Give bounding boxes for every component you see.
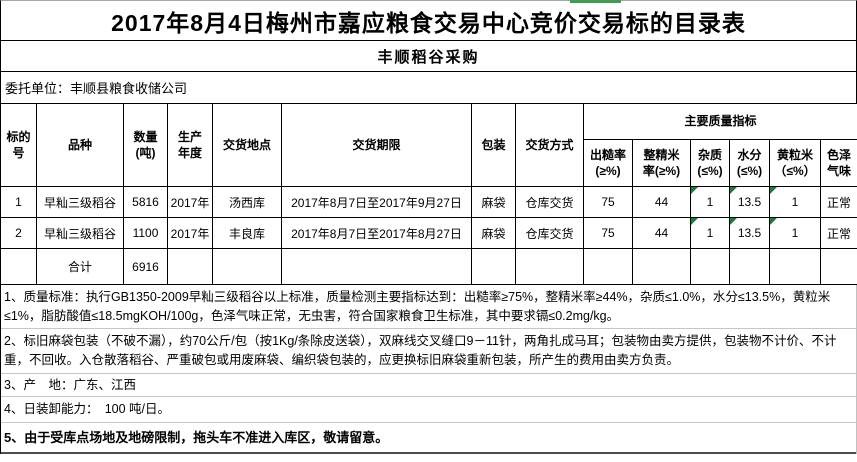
col-header-quantity: 数量 (吨) <box>123 103 168 187</box>
col-header-moisture: 水分 (≤%) <box>729 139 770 187</box>
cell-color-odor: 正常 <box>819 186 857 218</box>
cell-period: 2017年8月7日至2017年9月27日 <box>281 186 472 218</box>
cell-empty <box>212 248 282 285</box>
cell-value: 1 <box>791 226 799 240</box>
total-quantity: 6916 <box>123 248 168 285</box>
cell-bid-no: 1 <box>0 186 37 218</box>
cell-yellow-grain: 1 <box>769 217 821 249</box>
col-header-color-odor: 色泽 气味 <box>819 139 857 187</box>
cell-flag-triangle-icon <box>770 187 777 194</box>
col-header-variety: 品种 <box>36 103 124 187</box>
cell-empty <box>167 248 213 285</box>
cell-head-rice-rate: 44 <box>632 217 691 249</box>
cell-method: 仓库交货 <box>515 186 584 218</box>
cell-value: 1 <box>706 226 714 240</box>
page-subtitle: 丰顺稻谷采购 <box>1 41 856 72</box>
cell-head-rice-rate: 44 <box>632 186 691 218</box>
cell-empty <box>281 248 472 285</box>
note-origin: 3、产 地：广东、江西 <box>1 374 856 397</box>
table-row: 2 早籼三级稻谷 1100 2017年 丰良库 2017年8月7日至2017年8… <box>0 217 857 249</box>
cell-empty <box>583 248 633 285</box>
col-header-quality-group: 主要质量指标 <box>582 103 857 140</box>
col-header-packaging: 包装 <box>471 103 516 187</box>
cell-flag-triangle-icon <box>730 218 737 225</box>
notes-section: 1、质量标准：执行GB1350-2009早籼三级稻谷以上标准，质量检测主要指标达… <box>0 285 857 454</box>
cell-impurity: 1 <box>690 186 730 218</box>
cell-quantity: 5816 <box>123 186 168 218</box>
note-loading-capacity: 4、日装卸能力： 100 吨/日。 <box>1 397 856 423</box>
cell-impurity: 1 <box>690 217 730 249</box>
note-packaging: 2、标旧麻袋包装（不破不漏），约70公斤/包（按1Kg/条除皮送袋），双麻线交叉… <box>1 329 856 374</box>
col-header-method: 交货方式 <box>515 103 584 187</box>
col-header-yellow-grain: 黄粒米 （≤%） <box>769 139 821 187</box>
col-header-brown-rice-rate: 出糙率 (≥%) <box>583 139 633 187</box>
entrust-line: 委托单位：丰顺县粮食收储公司 <box>5 81 188 96</box>
col-header-year: 生产 年度 <box>167 103 213 187</box>
table-row: 1 早籼三级稻谷 5816 2017年 汤西库 2017年8月7日至2017年9… <box>0 186 857 218</box>
cell-bid-no: 2 <box>0 217 37 249</box>
cell-moisture: 13.5 <box>729 217 770 249</box>
cell-brown-rice-rate: 75 <box>583 186 633 218</box>
note-warehouse-restriction: 5、由于受库点场地及地磅限制，拖头车不准进入库区，敬请留意。 <box>1 423 856 454</box>
cell-year: 2017年 <box>167 186 213 218</box>
cell-variety: 早籼三级稻谷 <box>36 217 124 249</box>
cell-brown-rice-rate: 75 <box>583 217 633 249</box>
total-row: 合计 6916 <box>0 248 857 285</box>
cell-empty <box>819 248 857 285</box>
cell-color-odor: 正常 <box>819 217 857 249</box>
cell-flag-triangle-icon <box>691 218 698 225</box>
cell-flag-triangle-icon <box>730 187 737 194</box>
cell-packaging: 麻袋 <box>471 217 516 249</box>
cell-empty <box>769 248 821 285</box>
cell-moisture: 13.5 <box>729 186 770 218</box>
cell-year: 2017年 <box>167 217 213 249</box>
note-quality-standard: 1、质量标准：执行GB1350-2009早籼三级稻谷以上标准，质量检测主要指标达… <box>1 285 856 329</box>
cell-empty <box>0 248 37 285</box>
col-header-place: 交货地点 <box>212 103 282 187</box>
col-header-impurity: 杂质 (≤%) <box>690 139 730 187</box>
document-header: 2017年8月4日梅州市嘉应粮食交易中心竞价交易标的目录表 丰顺稻谷采购 委托单… <box>0 0 857 103</box>
cell-flag-triangle-icon <box>691 187 698 194</box>
cell-value: 1 <box>706 195 714 209</box>
cell-empty <box>729 248 770 285</box>
col-header-bid-no: 标的 号 <box>0 103 37 187</box>
cell-flag-triangle-icon <box>770 218 777 225</box>
page-title: 2017年8月4日梅州市嘉应粮食交易中心竞价交易标的目录表 <box>1 1 856 41</box>
cell-place: 丰良库 <box>212 217 282 249</box>
cell-empty <box>515 248 584 285</box>
cell-packaging: 麻袋 <box>471 186 516 218</box>
cell-period: 2017年8月7日至2017年8月27日 <box>281 217 472 249</box>
catalog-table: 标的 号 品种 数量 (吨) 生产 年度 交货地点 交货期限 包装 交货方式 主… <box>0 103 857 285</box>
cell-method: 仓库交货 <box>515 217 584 249</box>
top-selection-strip <box>570 0 621 3</box>
cell-value: 13.5 <box>737 226 762 240</box>
total-label: 合计 <box>36 248 124 285</box>
cell-empty <box>632 248 691 285</box>
cell-value: 1 <box>791 195 799 209</box>
cell-value: 13.5 <box>737 195 762 209</box>
col-header-period: 交货期限 <box>281 103 472 187</box>
cell-yellow-grain: 1 <box>769 186 821 218</box>
cell-variety: 早籼三级稻谷 <box>36 186 124 218</box>
col-header-head-rice-rate: 整精米 率(≥%) <box>632 139 691 187</box>
cell-place: 汤西库 <box>212 186 282 218</box>
cell-empty <box>690 248 730 285</box>
cell-empty <box>471 248 516 285</box>
cell-quantity: 1100 <box>123 217 168 249</box>
